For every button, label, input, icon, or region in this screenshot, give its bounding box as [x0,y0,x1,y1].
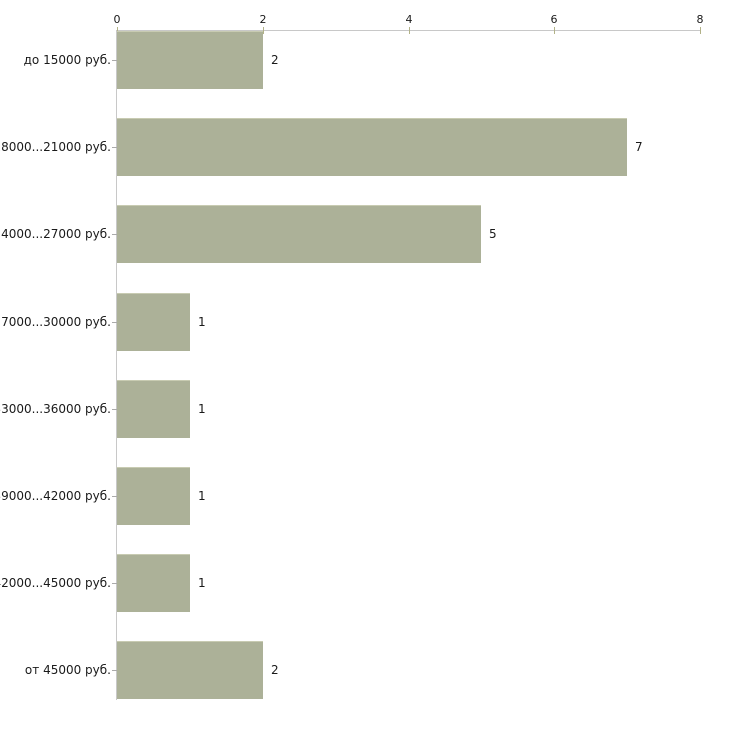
value-label: 2 [271,663,279,677]
category-tick-mark [112,583,117,584]
category-tick-mark [112,409,117,410]
category-label: 42000...45000 руб. [0,576,111,590]
category-label: 18000...21000 руб. [0,140,111,154]
bar [117,118,627,176]
category-label: 33000...36000 руб. [0,402,111,416]
x-tick-mark [409,27,410,34]
category-tick-mark [112,234,117,235]
value-label: 1 [198,576,206,590]
value-label: 1 [198,315,206,329]
bar [117,31,263,89]
x-tick-label: 2 [259,13,267,26]
category-label: 24000...27000 руб. [0,227,111,241]
x-tick-mark [700,27,701,34]
x-tick-label: 0 [113,13,121,26]
x-tick-mark [117,27,118,34]
bar [117,641,263,699]
x-tick-label: 8 [696,13,704,26]
x-axis-line [117,30,700,31]
value-label: 1 [198,402,206,416]
category-tick-mark [112,322,117,323]
bar [117,205,481,263]
category-label: 27000...30000 руб. [0,315,111,329]
y-axis-line [116,30,117,700]
value-label: 2 [271,53,279,67]
x-tick-mark [263,27,264,34]
bar [117,467,190,525]
value-label: 5 [489,227,497,241]
category-tick-mark [112,60,117,61]
value-label: 1 [198,489,206,503]
x-tick-label: 4 [405,13,413,26]
category-tick-mark [112,147,117,148]
bar [117,380,190,438]
value-label: 7 [635,140,643,154]
bar [117,554,190,612]
x-tick-mark [554,27,555,34]
x-tick-label: 6 [550,13,558,26]
category-label: 39000...42000 руб. [0,489,111,503]
bar [117,293,190,351]
category-tick-mark [112,670,117,671]
category-label: до 15000 руб. [23,53,111,67]
category-label: от 45000 руб. [24,663,111,677]
category-tick-mark [112,496,117,497]
